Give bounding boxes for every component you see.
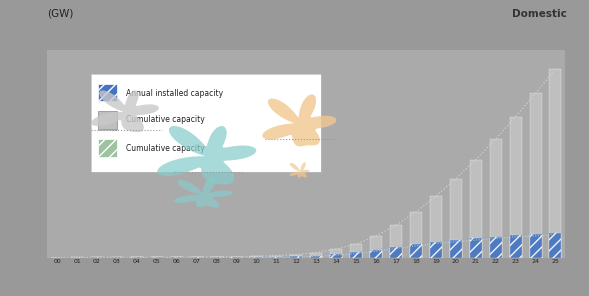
Bar xyxy=(550,69,561,258)
Bar xyxy=(310,255,322,258)
Bar xyxy=(509,235,522,258)
Bar xyxy=(430,196,442,258)
Bar xyxy=(330,255,342,258)
Bar xyxy=(450,240,462,258)
Bar xyxy=(370,236,382,258)
Bar xyxy=(489,139,502,258)
Text: Domestic: Domestic xyxy=(512,9,567,19)
Text: Annual installed capacity: Annual installed capacity xyxy=(126,89,223,98)
Bar xyxy=(230,257,243,258)
Bar xyxy=(410,246,422,258)
Bar xyxy=(489,237,502,258)
Bar xyxy=(270,256,282,258)
Bar xyxy=(530,236,541,258)
Bar xyxy=(509,117,522,258)
Text: Cumulative capacity: Cumulative capacity xyxy=(126,144,204,153)
Bar xyxy=(370,250,382,258)
Bar xyxy=(330,249,342,258)
Bar xyxy=(390,225,402,258)
Bar xyxy=(470,240,482,258)
Bar xyxy=(430,242,442,258)
FancyBboxPatch shape xyxy=(98,139,117,157)
Bar xyxy=(509,237,522,258)
Bar xyxy=(390,247,402,258)
Bar xyxy=(450,179,462,258)
Bar xyxy=(450,242,462,258)
Bar xyxy=(430,243,442,258)
Bar xyxy=(530,94,541,258)
Bar xyxy=(290,255,302,258)
Bar xyxy=(550,233,561,258)
Bar xyxy=(290,257,302,258)
Bar xyxy=(350,252,362,258)
Bar xyxy=(410,244,422,258)
Bar xyxy=(330,254,342,258)
Text: (GW): (GW) xyxy=(47,9,74,19)
Bar xyxy=(470,239,482,258)
Bar xyxy=(410,212,422,258)
Bar xyxy=(270,257,282,258)
Bar xyxy=(310,252,322,258)
Bar xyxy=(550,234,561,258)
Bar xyxy=(191,257,203,258)
Bar xyxy=(250,256,263,258)
Bar xyxy=(530,234,541,258)
Bar xyxy=(370,251,382,258)
Bar xyxy=(270,257,282,258)
Bar xyxy=(310,256,322,258)
Bar xyxy=(390,248,402,258)
Bar xyxy=(211,257,223,258)
Text: Cumulative capacity: Cumulative capacity xyxy=(126,115,204,124)
Bar xyxy=(350,244,362,258)
FancyBboxPatch shape xyxy=(98,111,117,129)
Bar xyxy=(489,239,502,258)
Bar xyxy=(350,254,362,258)
Bar xyxy=(171,257,183,258)
Bar xyxy=(290,256,302,258)
FancyBboxPatch shape xyxy=(98,84,117,101)
Bar xyxy=(470,160,482,258)
Bar xyxy=(250,257,263,258)
